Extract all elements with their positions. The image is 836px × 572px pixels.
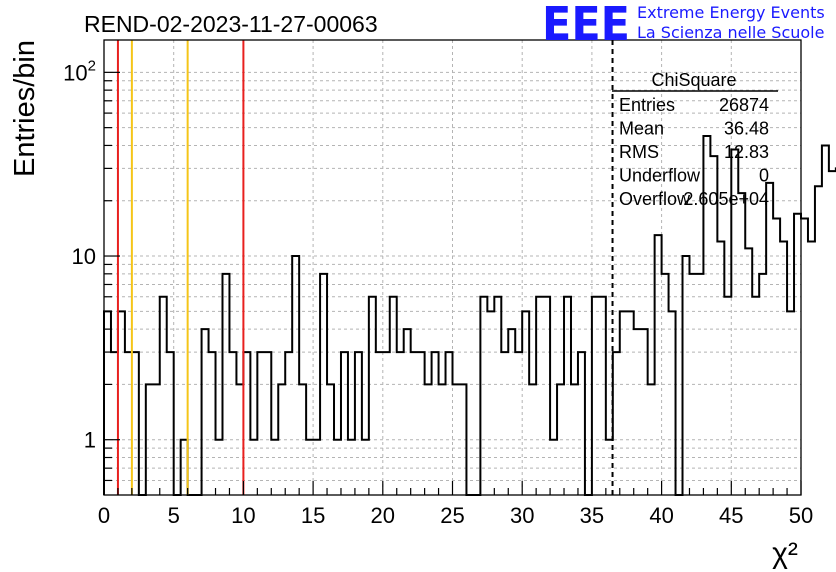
x-axis-label: χ² — [772, 537, 798, 570]
y-axis-label: Entries/bin — [9, 40, 41, 177]
x-tick-label: 40 — [649, 503, 673, 528]
stats-label: Mean — [619, 119, 664, 139]
stats-value: 26874 — [719, 95, 769, 115]
y-tick-label: 102 — [63, 57, 96, 85]
logo-line-1: Extreme Energy Events — [637, 3, 825, 22]
chart-title: REND-02-2023-11-27-00063 — [84, 11, 378, 37]
x-tick-label: 25 — [440, 503, 464, 528]
x-tick-label: 50 — [789, 503, 813, 528]
y-tick-label: 1 — [84, 428, 96, 453]
stats-value: 0 — [759, 166, 769, 186]
x-tick-label: 35 — [580, 503, 604, 528]
x-tick-label: 20 — [371, 503, 395, 528]
reference-lines — [116, 40, 245, 495]
stats-name: ChiSquare — [651, 70, 736, 90]
stats-label: RMS — [619, 142, 659, 162]
stats-value: 36.48 — [724, 119, 769, 139]
x-tick-label: 0 — [98, 503, 110, 528]
axes: 0 5 10 15 20 25 30 35 40 45 50 1 10 102 — [63, 57, 813, 528]
stats-label: Overflow — [619, 189, 691, 209]
eee-logo: EEE Extreme Energy Events La Scienza nel… — [542, 0, 825, 51]
x-tick-label: 5 — [168, 503, 180, 528]
x-tick-label: 10 — [231, 503, 255, 528]
stats-value: 2.605e+04 — [683, 189, 769, 209]
stats-label: Entries — [619, 95, 675, 115]
logo-letters: EEE — [542, 0, 630, 51]
logo-line-2: La Scienza nelle Scuole — [637, 23, 824, 42]
grid — [104, 40, 801, 495]
stats-rows: Entries 26874 Mean 36.48 RMS 12.83 Underflow 0 O… — [619, 95, 769, 209]
x-tick-label: 45 — [719, 503, 743, 528]
stats-box: ChiSquare Entries 26874 Mean 36.48 RMS 12.83 U… — [612, 70, 778, 209]
x-tick-label: 30 — [510, 503, 534, 528]
histogram-outline — [103, 135, 836, 496]
stats-label: Underflow — [619, 166, 701, 186]
y-tick-label: 10 — [72, 244, 96, 269]
stats-value: 12.83 — [724, 142, 769, 162]
x-tick-label: 15 — [301, 503, 325, 528]
